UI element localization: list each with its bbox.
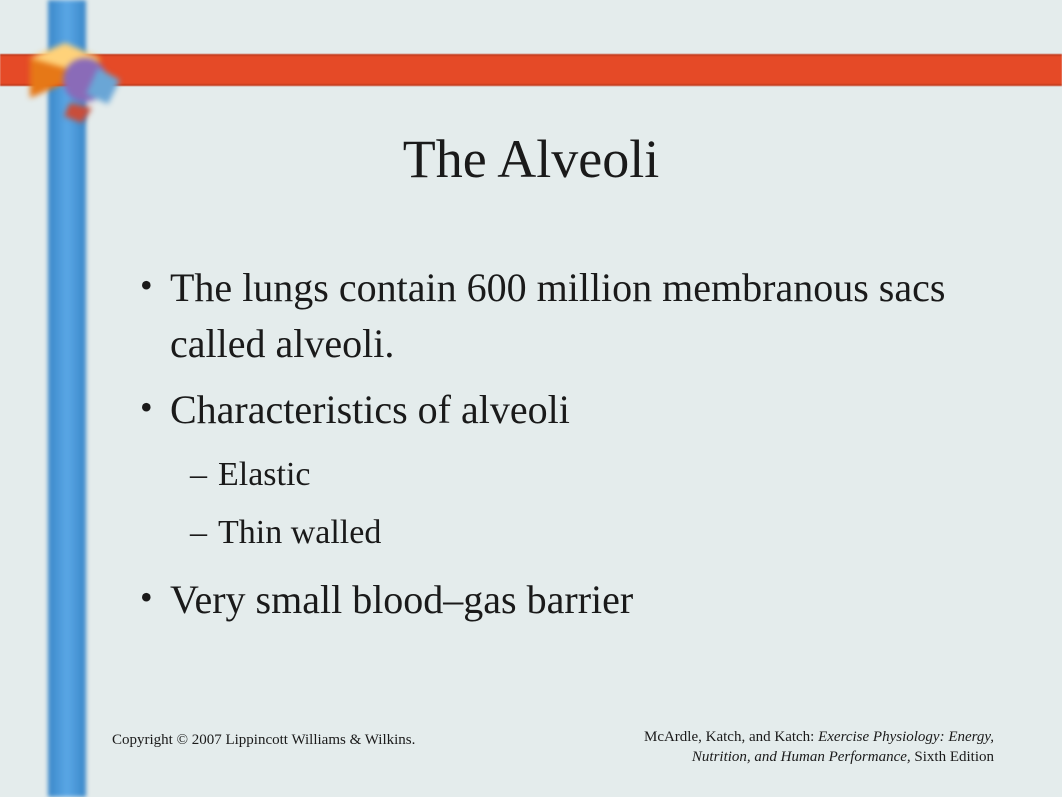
footer-citation: McArdle, Katch, and Katch: Exercise Phys… bbox=[634, 728, 994, 767]
logo-icon bbox=[10, 8, 130, 128]
slide-title: The Alveoli bbox=[0, 128, 1062, 190]
bullet-text: Very small blood–gas barrier bbox=[170, 577, 633, 622]
bullet-item: The lungs contain 600 million membranous… bbox=[140, 260, 1002, 372]
slide-body: The lungs contain 600 million membranous… bbox=[140, 260, 1002, 638]
bullet-text: Characteristics of alveoli bbox=[170, 387, 570, 432]
horizontal-accent-bar bbox=[0, 54, 1062, 86]
footer-copyright: Copyright © 2007 Lippincott Williams & W… bbox=[112, 732, 415, 749]
bullet-item: Very small blood–gas barrier bbox=[140, 572, 1002, 628]
bullet-item: Characteristics of alveoli Elastic Thin … bbox=[140, 382, 1002, 562]
bullet-text: The lungs contain 600 million membranous… bbox=[170, 265, 945, 366]
sub-bullet-item: Elastic bbox=[190, 446, 1002, 504]
footer-authors: McArdle, Katch, and Katch: bbox=[644, 729, 818, 745]
footer-edition: Sixth Edition bbox=[911, 749, 994, 765]
sub-bullet-item: Thin walled bbox=[190, 504, 1002, 562]
